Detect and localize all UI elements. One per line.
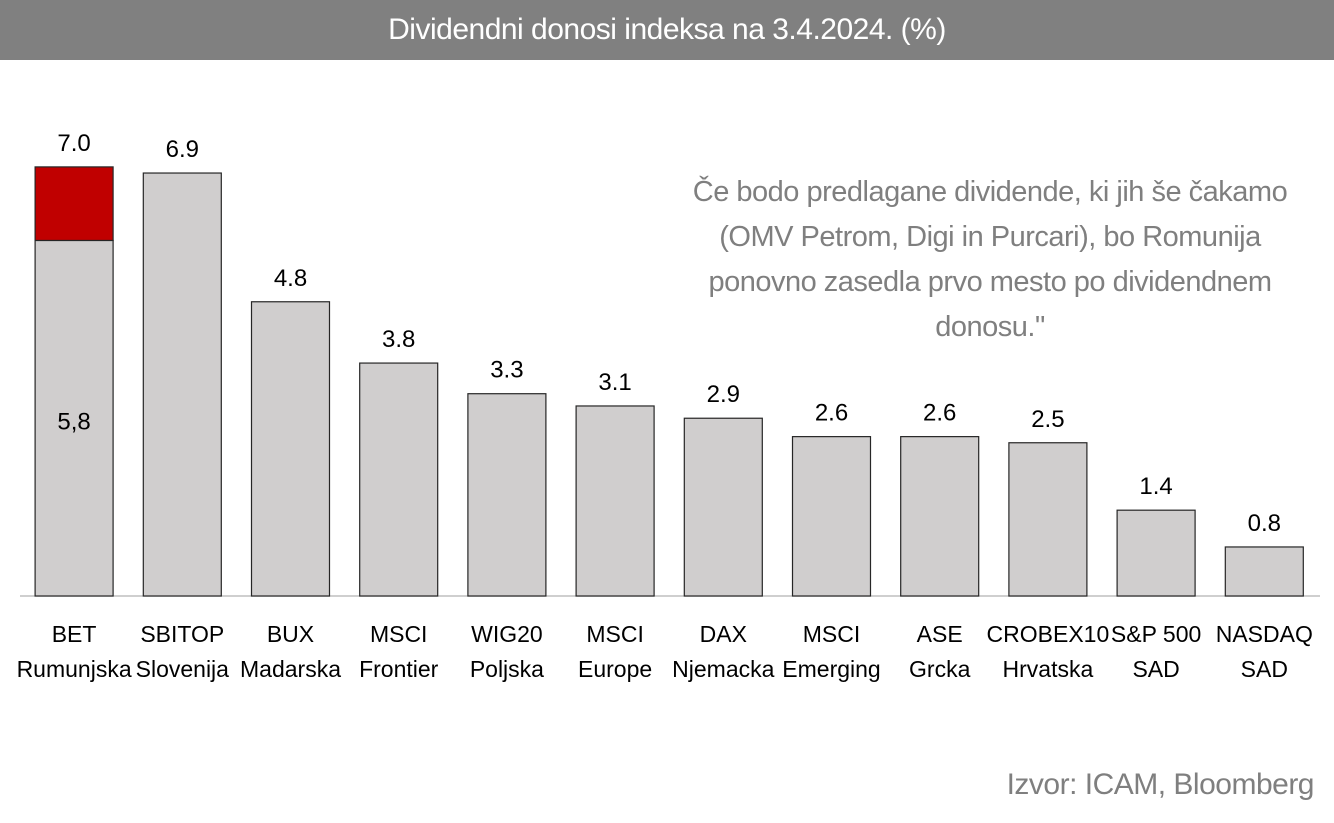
tick-label-3-line1: MSCI [370, 621, 428, 647]
data-label-1: 6.9 [166, 136, 199, 163]
bar-4 [467, 393, 547, 597]
bar-0-base-label: 5,8 [57, 408, 90, 435]
tick-label-3-line2: Frontier [359, 656, 439, 682]
tick-label-6-line2: Njemacka [672, 656, 774, 682]
data-label-3: 3.8 [382, 326, 415, 353]
tick-label-9-line1: CROBEX10 [987, 621, 1110, 647]
tick-label-11-line1: NASDAQ [1216, 621, 1313, 647]
tick-label-4-line1: WIG20 [471, 621, 543, 647]
annotation-note: Če bodo predlagane dividende, ki jih še … [692, 176, 1288, 343]
tick-label-7-line1: MSCI [803, 621, 861, 647]
data-label-2: 4.8 [274, 265, 307, 292]
tick-label-5-line2: Europe [578, 656, 652, 682]
tick-label-10-line2: SAD [1132, 656, 1179, 682]
bar-10 [1116, 509, 1196, 597]
chart-title: Dividendni donosi indeksa na 3.4.2024. (… [0, 0, 1334, 60]
tick-label-1-line1: SBITOP [140, 621, 224, 647]
data-label-9: 2.5 [1031, 406, 1064, 433]
bar-6 [683, 417, 763, 597]
tick-label-8-line2: Grcka [909, 656, 971, 682]
tick-label-11-line2: SAD [1241, 656, 1288, 682]
tick-label-0-line1: BET [52, 621, 97, 647]
bar-1 [142, 172, 222, 597]
bar-9 [1008, 442, 1088, 597]
bar-7 [791, 436, 872, 597]
data-label-7: 2.6 [815, 400, 848, 427]
bar-3 [359, 362, 439, 597]
bar-2 [250, 301, 331, 597]
data-label-11: 0.8 [1248, 510, 1281, 537]
tick-label-7-line2: Emerging [782, 656, 880, 682]
bar-11 [1224, 546, 1304, 597]
data-label-10: 1.4 [1139, 473, 1172, 500]
bar-chart: 5,8 7.0 BET Rumunjska 6.9 SBITOP Slovenija 4.8 B… [17, 130, 1320, 682]
data-label-0: 7.0 [57, 130, 90, 157]
source-label: Izvor: ICAM, Bloomberg [1006, 768, 1315, 801]
tick-label-1-line2: Slovenija [136, 656, 230, 682]
bar-0-pending [34, 166, 114, 242]
bar-8 [900, 436, 980, 597]
tick-label-10-line1: S&P 500 [1111, 621, 1201, 647]
tick-label-2-line2: Madarska [240, 656, 341, 682]
tick-label-8-line1: ASE [917, 621, 963, 647]
data-label-8: 2.6 [923, 400, 956, 427]
tick-label-2-line1: BUX [267, 621, 314, 647]
data-label-5: 3.1 [598, 369, 631, 396]
tick-label-4-line2: Poljska [470, 656, 544, 682]
bar-0-base [34, 239, 114, 597]
data-label-6: 2.9 [707, 381, 740, 408]
tick-label-6-line1: DAX [700, 621, 747, 647]
tick-label-5-line1: MSCI [586, 621, 644, 647]
tick-label-0-line2: Rumunjska [17, 656, 132, 682]
data-label-4: 3.3 [490, 357, 523, 384]
tick-label-9-line2: Hrvatska [1003, 656, 1094, 682]
bar-5 [575, 405, 655, 597]
